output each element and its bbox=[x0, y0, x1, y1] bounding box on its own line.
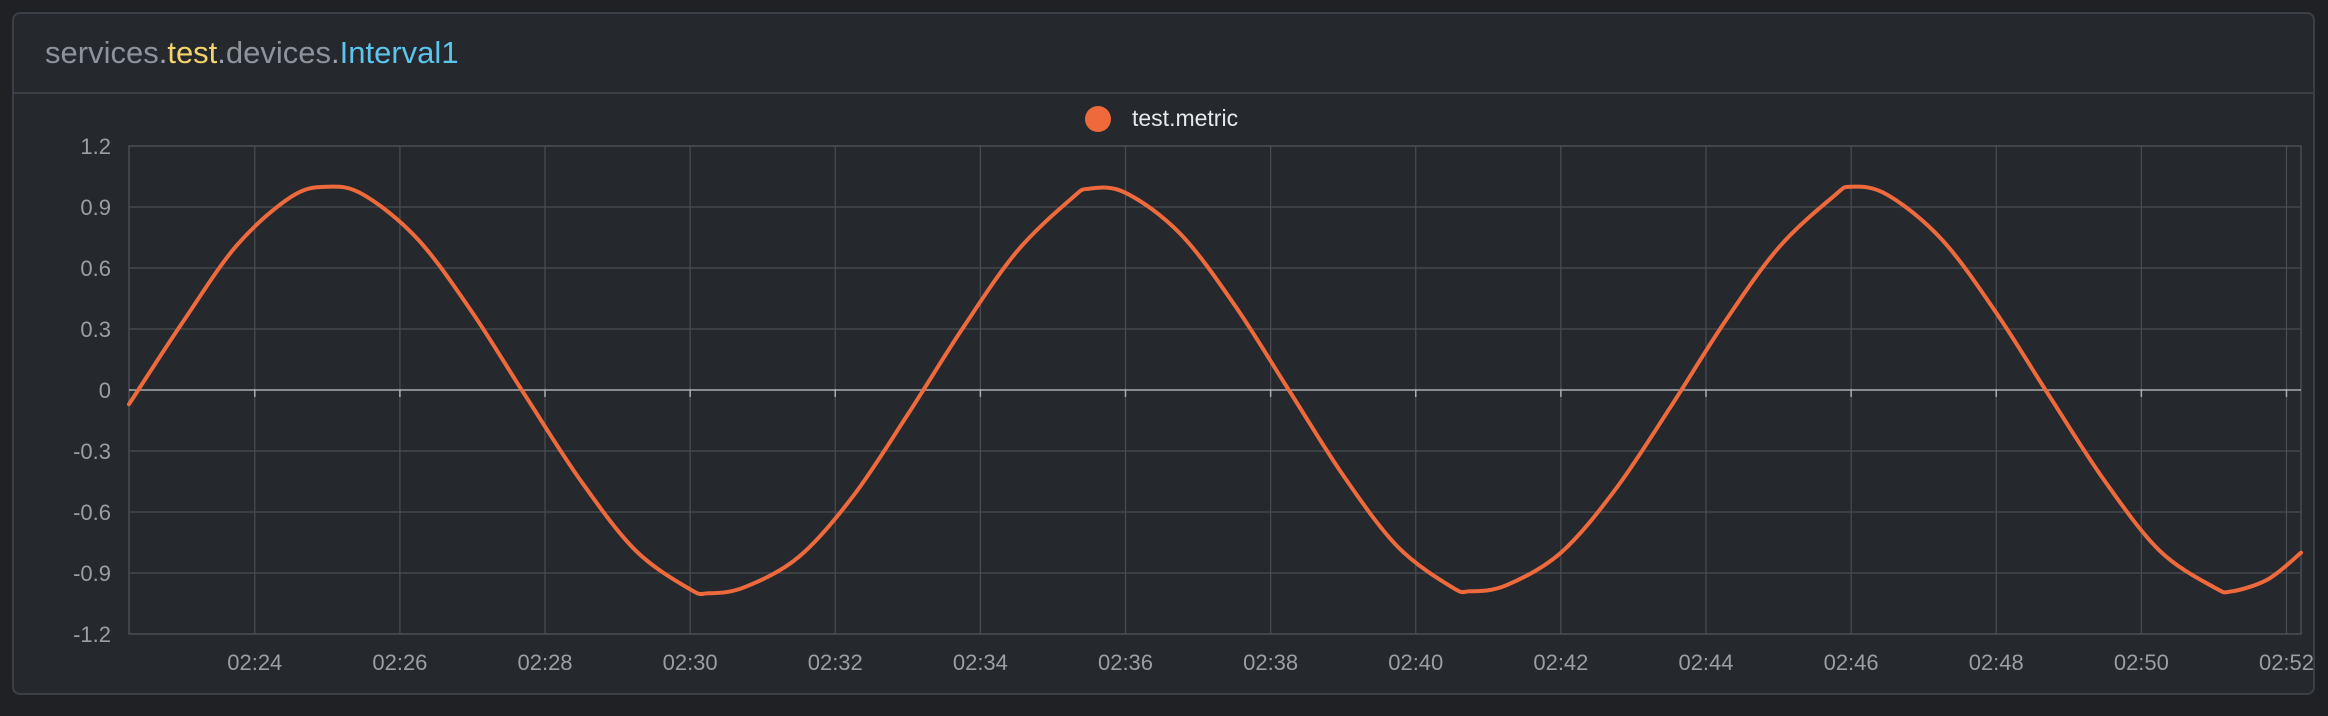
x-tick-label: 02:52 bbox=[2259, 650, 2314, 675]
y-tick-label: -0.3 bbox=[73, 439, 111, 464]
path-segment: devices bbox=[225, 35, 332, 70]
x-tick-label: 02:30 bbox=[663, 650, 718, 675]
path-separator: . bbox=[158, 35, 168, 70]
legend-label: test.metric bbox=[1132, 105, 1238, 131]
path-segment: Interval1 bbox=[339, 35, 459, 70]
y-tick-label: -1.2 bbox=[73, 622, 111, 647]
x-tick-label: 02:50 bbox=[2114, 650, 2169, 675]
x-tick-label: 02:42 bbox=[1533, 650, 1588, 675]
y-tick-label: 1.2 bbox=[80, 134, 111, 159]
x-tick-label: 02:40 bbox=[1388, 650, 1443, 675]
x-tick-label: 02:48 bbox=[1969, 650, 2024, 675]
panel-header: services.test.devices.Interval1 bbox=[14, 14, 2313, 94]
x-tick-label: 02:38 bbox=[1243, 650, 1298, 675]
path-segment: test bbox=[167, 35, 218, 70]
metric-path: services.test.devices.Interval1 bbox=[45, 35, 459, 71]
path-separator: . bbox=[217, 35, 226, 70]
y-tick-label: 0.6 bbox=[80, 256, 111, 281]
y-tick-label: -0.9 bbox=[73, 561, 111, 586]
y-tick-label: 0.3 bbox=[80, 317, 111, 342]
x-tick-label: 02:24 bbox=[227, 650, 282, 675]
x-tick-label: 02:44 bbox=[1678, 650, 1733, 675]
chart-panel: services.test.devices.Interval1 bbox=[12, 12, 2315, 695]
path-segment: services bbox=[45, 35, 159, 70]
x-tick-label: 02:36 bbox=[1098, 650, 1153, 675]
y-tick-label: 0 bbox=[99, 378, 111, 403]
x-tick-label: 02:32 bbox=[808, 650, 863, 675]
x-tick-label: 02:26 bbox=[372, 650, 427, 675]
x-tick-label: 02:46 bbox=[1824, 650, 1879, 675]
series-line-test-metric bbox=[127, 184, 2303, 597]
x-tick-label: 02:34 bbox=[953, 650, 1008, 675]
legend-marker bbox=[1085, 106, 1111, 132]
y-tick-label: 0.9 bbox=[80, 195, 111, 220]
legend: test.metric bbox=[1085, 105, 1238, 132]
x-tick-label: 02:28 bbox=[517, 650, 572, 675]
y-tick-label: -0.6 bbox=[73, 500, 111, 525]
path-separator: . bbox=[331, 35, 340, 70]
